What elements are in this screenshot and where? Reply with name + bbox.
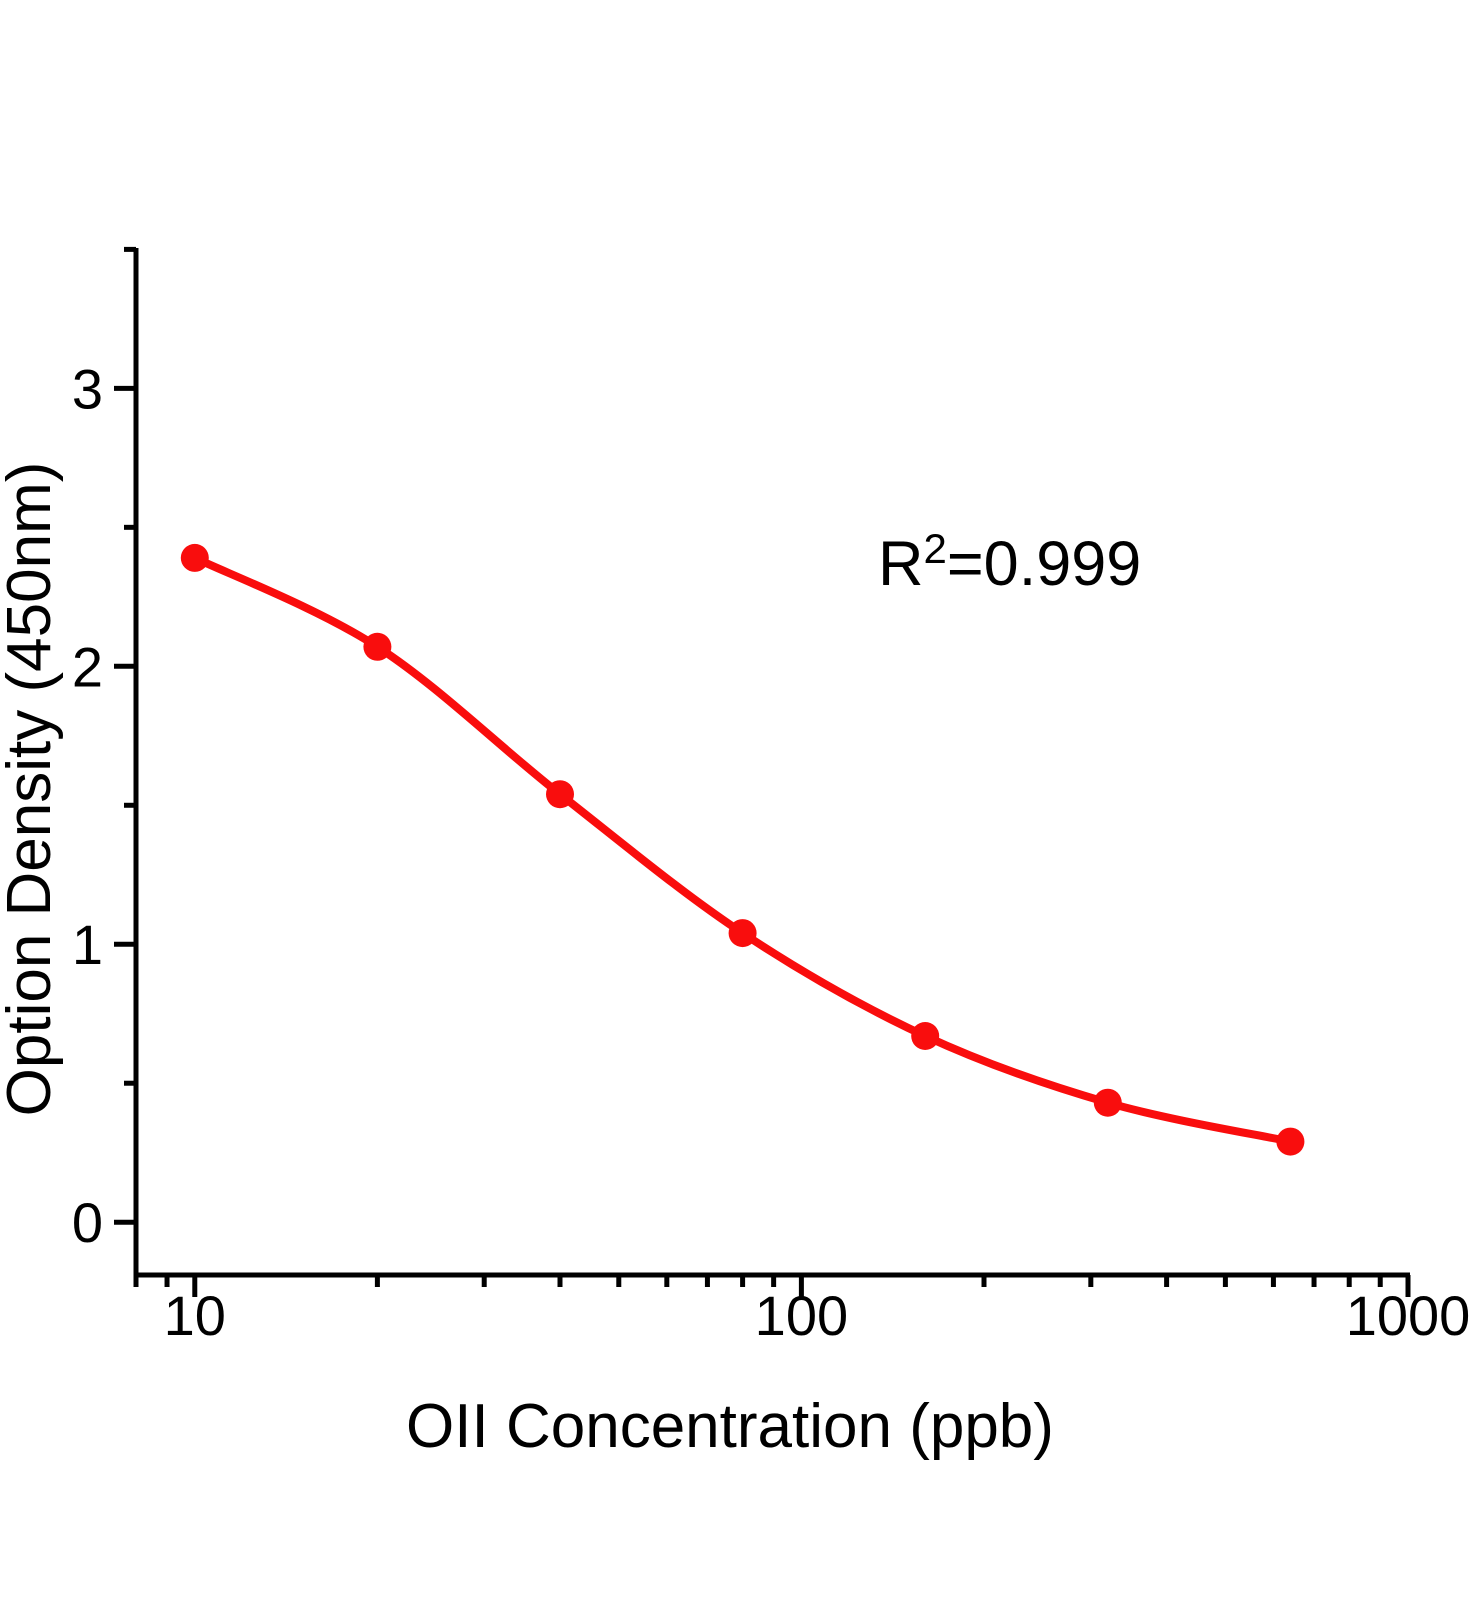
- x-tick-label: 100: [755, 1284, 848, 1347]
- y-tick-label: 2: [72, 635, 103, 698]
- x-tick-label: 10: [164, 1284, 226, 1347]
- data-point: [363, 632, 392, 661]
- y-axis-title: Option Density (450nm): [0, 461, 64, 1117]
- x-tick-label: 1000: [1346, 1284, 1471, 1347]
- r-squared-annotation: R2=0.999: [878, 528, 1141, 596]
- r-squared-value: =0.999: [946, 529, 1142, 599]
- y-tick-label: 0: [72, 1191, 103, 1254]
- data-point: [1093, 1088, 1122, 1117]
- y-tick-label: 3: [72, 357, 103, 420]
- data-point: [546, 780, 574, 809]
- r-squared-base: R: [878, 529, 924, 599]
- fit-curve: [190, 553, 1295, 1146]
- y-tick-label: 1: [72, 913, 103, 976]
- data-point: [911, 1022, 940, 1050]
- data-point: [728, 919, 757, 948]
- data-point: [1276, 1127, 1305, 1156]
- data-point: [180, 543, 209, 572]
- r-squared-exponent: 2: [923, 525, 947, 572]
- x-axis-title: OII Concentration (ppb): [406, 1392, 1054, 1461]
